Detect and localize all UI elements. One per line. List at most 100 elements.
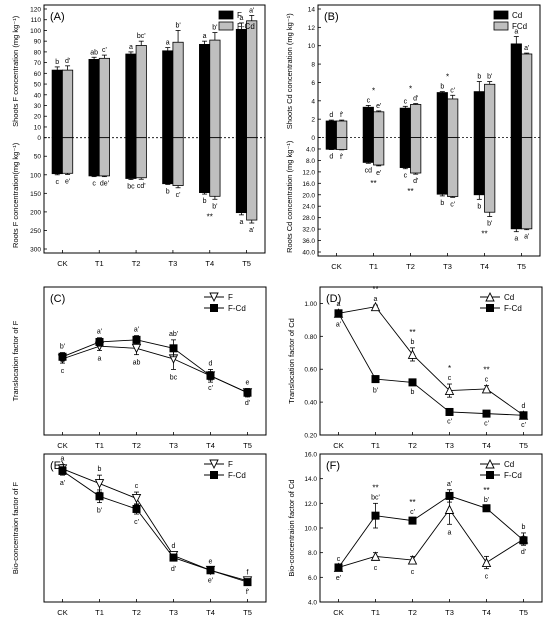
y-tick-label-top: 20 — [34, 114, 42, 121]
significance-label: de' — [100, 181, 109, 188]
legend-label: F-Cd — [504, 304, 522, 313]
y-tick-label-top: 60 — [34, 71, 42, 78]
y-tick-label: 10.0 — [304, 526, 317, 533]
significance-label: a — [98, 355, 102, 362]
y-tick-label-bottom: 8.0 — [306, 158, 315, 165]
marker-square — [408, 378, 417, 387]
bar-root — [399, 137, 411, 168]
significance-star: ** — [483, 366, 489, 375]
marker-triangle-up — [444, 385, 455, 396]
legend-label: FCd — [512, 22, 527, 31]
legend-label: F-Cd — [237, 22, 255, 31]
y-tick-label-bottom: 100 — [30, 172, 41, 179]
significance-label: a' — [524, 45, 529, 52]
significance-label: bc — [170, 374, 178, 381]
series-line — [62, 345, 248, 394]
plot-frame — [317, 4, 541, 257]
significance-label: b' — [487, 74, 492, 81]
marker-triangle-up — [485, 458, 495, 469]
significance-label: a — [239, 15, 243, 22]
panel-label: (F) — [326, 460, 340, 472]
bar-root — [51, 137, 63, 175]
panel-f: 4.0 6.0 8.0 10.0 12.0 14.0 16.0 CK T1 T2 T3 T4 T5 c e'… — [287, 452, 543, 617]
bar-root — [436, 137, 448, 195]
marker-square — [95, 492, 104, 501]
significance-label: c — [135, 483, 139, 490]
legend-label: Cd — [504, 460, 514, 469]
significance-star: ** — [372, 483, 378, 492]
bar-root — [521, 137, 533, 230]
significance-label: c' — [484, 420, 489, 427]
y-tick-label-top: 70 — [34, 60, 42, 67]
bar-root — [209, 137, 221, 197]
significance-star: ** — [483, 486, 489, 495]
bar-shoot — [373, 111, 385, 138]
x-tick-label: T5 — [517, 262, 526, 271]
bar-root — [246, 137, 258, 221]
y-tick-label-bottom: 16.0 — [302, 181, 315, 188]
significance-star: ** — [372, 285, 378, 294]
bar-shoot — [209, 39, 221, 139]
bar-shoot — [125, 53, 137, 139]
marker-square — [519, 536, 528, 545]
series-line — [338, 495, 524, 568]
x-tick-label: T5 — [242, 259, 251, 268]
significance-label: c — [56, 179, 60, 186]
significance-label: d' — [65, 58, 70, 65]
significance-label: a — [448, 529, 452, 536]
marker-triangle-down — [94, 479, 105, 489]
significance-star: * — [409, 85, 412, 94]
legend-label: F-Cd — [504, 471, 522, 480]
x-tick-label: T4 — [205, 259, 214, 268]
significance-label: c — [404, 173, 408, 180]
significance-label: ab — [133, 360, 141, 367]
significance-label: b — [203, 198, 207, 205]
y-tick-label-bottom: 28.0 — [302, 215, 315, 222]
bar-root — [510, 137, 522, 230]
significance-label: b' — [487, 221, 492, 228]
legend-swatch — [493, 10, 509, 20]
significance-label: a' — [447, 481, 452, 488]
significance-star: ** — [409, 328, 415, 337]
significance-star: ** — [370, 179, 376, 188]
significance-label: a' — [249, 227, 254, 234]
y-tick-label-top: 0 — [37, 135, 41, 142]
x-tick-label: CK — [57, 441, 67, 450]
bar-shoot — [235, 28, 247, 139]
legend-label: F — [228, 293, 233, 302]
y-tick-label-top: 12 — [308, 25, 316, 32]
significance-label: b — [440, 84, 444, 91]
panel-d: 0.20 0.40 0.60 0.80 1.00 CK T1 T2 T3 T4 T5 a a' a b' b b… — [287, 285, 543, 450]
significance-label: c' — [176, 192, 181, 199]
x-tick-label: T3 — [169, 608, 178, 617]
marker-square — [95, 337, 104, 346]
significance-label: a' — [97, 329, 102, 336]
bar-shoot — [484, 83, 496, 138]
x-tick-label: CK — [57, 259, 67, 268]
y-axis-label: Bio-concentraion factor of F — [11, 482, 20, 575]
marker-square — [206, 566, 215, 575]
significance-label: a — [514, 236, 518, 243]
marker-triangle-up — [485, 291, 495, 302]
significance-label: a — [203, 33, 207, 40]
bar-shoot — [325, 120, 337, 138]
significance-label: b — [166, 188, 170, 195]
x-tick-label: T5 — [519, 441, 528, 450]
significance-label: c' — [450, 201, 455, 208]
legend-swatch — [218, 21, 234, 31]
panel-b: 0 2 4 6 8 10 12 14 4.0 8.0 12.0 16.0 20.0 24.0 28.0 32.… — [285, 4, 541, 271]
panel-label: (E) — [50, 460, 65, 472]
y-tick-label-bottom: 36.0 — [302, 238, 315, 245]
y-tick-label-bottom: 300 — [30, 247, 41, 254]
marker-square — [132, 335, 141, 344]
x-tick-label: T2 — [132, 259, 141, 268]
legend-label: F-Cd — [228, 471, 246, 480]
significance-label: a — [514, 29, 518, 36]
significance-label: b' — [212, 25, 217, 32]
plot-frame — [43, 453, 267, 603]
x-tick-label: T3 — [445, 608, 454, 617]
significance-label: ab — [90, 49, 98, 56]
x-tick-label: T5 — [243, 441, 252, 450]
plot-frame — [319, 286, 543, 436]
significance-label: a' — [524, 234, 529, 241]
